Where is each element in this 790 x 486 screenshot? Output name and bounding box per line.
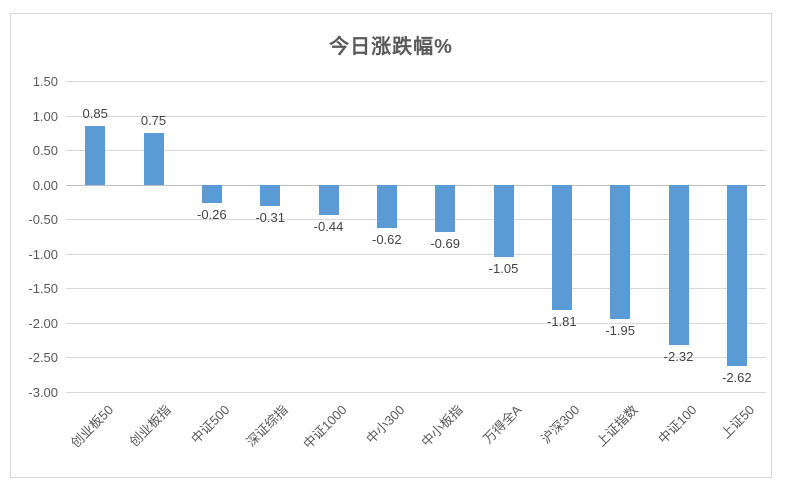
y-tick-label: -0.50 (28, 212, 58, 228)
x-category-label: 万得全A (479, 402, 525, 447)
gridline (66, 115, 766, 117)
bar-value-label: -1.05 (488, 261, 519, 277)
y-tick-label: -1.00 (28, 246, 58, 262)
gridline (66, 357, 766, 359)
bar-value-label: -1.95 (605, 323, 635, 339)
bar (143, 132, 164, 185)
bar-value-label: 0.85 (82, 105, 108, 121)
x-category-label: 沪深300 (538, 402, 583, 447)
y-tick-label: 1.00 (32, 108, 58, 124)
chart-frame: 今日涨跌幅% 1.50 1.00 0.50 0.00 -0.50 -1.00 -1.50 -2… (10, 13, 772, 478)
y-tick-label: 0.50 (32, 143, 58, 159)
x-category-label: 中小板指 (418, 402, 466, 450)
gridline (66, 150, 766, 152)
gridline (66, 219, 766, 221)
bar-value-label: -0.69 (430, 236, 460, 252)
plot-area: 1.50 1.00 0.50 0.00 -0.50 -1.00 -1.50 -2.00 -2.5… (28, 75, 766, 452)
bar (610, 184, 631, 320)
x-category-label: 中证100 (654, 402, 700, 447)
gridline (66, 392, 766, 393)
chart-title: 今日涨跌幅% (329, 36, 453, 58)
bar (376, 184, 397, 228)
bar-value-label: -0.62 (372, 231, 402, 247)
y-tick-label: 0.00 (32, 177, 58, 193)
gridline (66, 81, 766, 82)
zero-axis-line (66, 184, 766, 186)
gridline (66, 288, 766, 290)
y-tick-label: -2.00 (28, 315, 58, 331)
y-tick-label: -2.50 (28, 350, 58, 366)
bar (493, 184, 514, 258)
x-category-label: 中证500 (188, 402, 233, 447)
bar-value-label: -0.31 (255, 210, 285, 226)
y-tick-label: 1.50 (32, 74, 58, 89)
gridline (66, 322, 766, 324)
bar (260, 184, 281, 207)
bar-value-label: -2.32 (663, 349, 694, 364)
x-category-label: 上证50 (718, 402, 758, 442)
bar (435, 184, 456, 233)
bar (85, 125, 106, 185)
x-category-label: 中证1000 (299, 402, 350, 452)
bar (668, 184, 689, 345)
gridline (66, 253, 766, 255)
x-category-label: 上证指数 (593, 402, 641, 450)
y-tick-label: -1.50 (28, 281, 58, 297)
x-category-label: 创业板50 (67, 402, 116, 451)
bar-value-label: -2.62 (722, 369, 752, 385)
bar-value-label: 0.75 (140, 112, 167, 128)
y-tick-label: -3.00 (28, 385, 58, 400)
bar-value-label: -1.81 (547, 313, 577, 329)
bar (201, 184, 222, 203)
bar (318, 184, 339, 216)
bar-value-label: -0.44 (313, 219, 344, 235)
bar-value-label: -0.26 (197, 206, 227, 222)
x-category-label: 中小300 (363, 402, 408, 447)
x-category-label: 创业板指 (126, 402, 175, 450)
x-category-label: 深证综指 (243, 402, 291, 450)
bar (726, 184, 747, 366)
bar (551, 184, 572, 310)
